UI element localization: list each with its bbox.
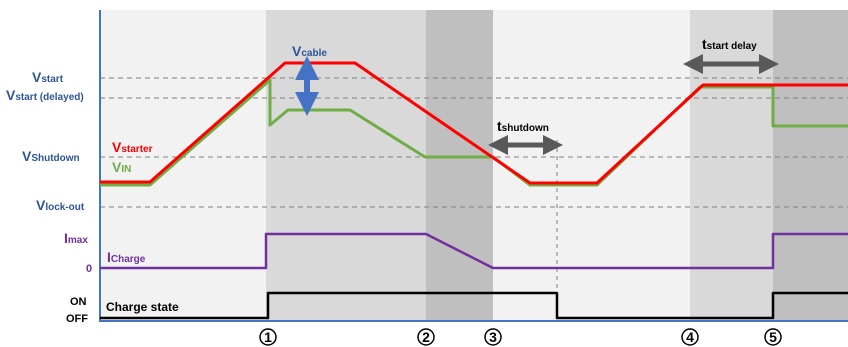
label-v-starter: Vstarter [112, 139, 153, 155]
event-marker-circle [764, 328, 782, 346]
event-marker-circle [259, 328, 277, 346]
event-marker-2: 2 [417, 328, 435, 346]
event-marker-3: 3 [484, 328, 502, 346]
phase-band-charging-2 [773, 10, 848, 320]
event-marker-circle [484, 328, 502, 346]
label-charge-state: Charge state [106, 300, 179, 314]
event-marker-4: 4 [681, 328, 699, 346]
label-state-off: OFF [66, 313, 88, 325]
i-charge-trace [100, 232, 848, 270]
event-marker-label: 1 [264, 329, 272, 345]
label-v-shutdown: VShutdown [22, 148, 80, 164]
event-marker-circle [681, 328, 699, 346]
label-i-charge: ICharge [107, 249, 146, 265]
phase-band-ramp-down [426, 10, 493, 320]
label-i-max: Imax [64, 230, 88, 246]
event-marker-label: 2 [422, 329, 430, 345]
event-marker-label: 3 [489, 329, 497, 345]
event-marker-label: 4 [686, 329, 694, 345]
label-v-cable: Vcable [292, 43, 327, 59]
label-v-start-delayed: Vstart (delayed) [6, 87, 84, 103]
v-in-trace [100, 78, 848, 187]
label-v-in: VIN [112, 159, 131, 175]
phase-band-charging [266, 10, 426, 320]
phase-band-start-delay [690, 10, 773, 320]
label-i-zero: 0 [86, 263, 92, 275]
event-marker-circle [417, 328, 435, 346]
label-v-lockout: Vlock-out [36, 197, 85, 213]
event-marker-5: 5 [764, 328, 782, 346]
charge-state-trace [100, 291, 848, 320]
phase-band-shutdown [493, 10, 690, 320]
label-state-on: ON [70, 296, 87, 308]
v-starter-trace [100, 61, 848, 185]
event-marker-1: 1 [259, 328, 277, 346]
label-t-start-delay: tstart delay [702, 36, 757, 52]
label-v-start: Vstart [32, 69, 64, 85]
event-marker-label: 5 [769, 329, 777, 345]
label-t-shutdown: tshutdown [497, 118, 549, 134]
